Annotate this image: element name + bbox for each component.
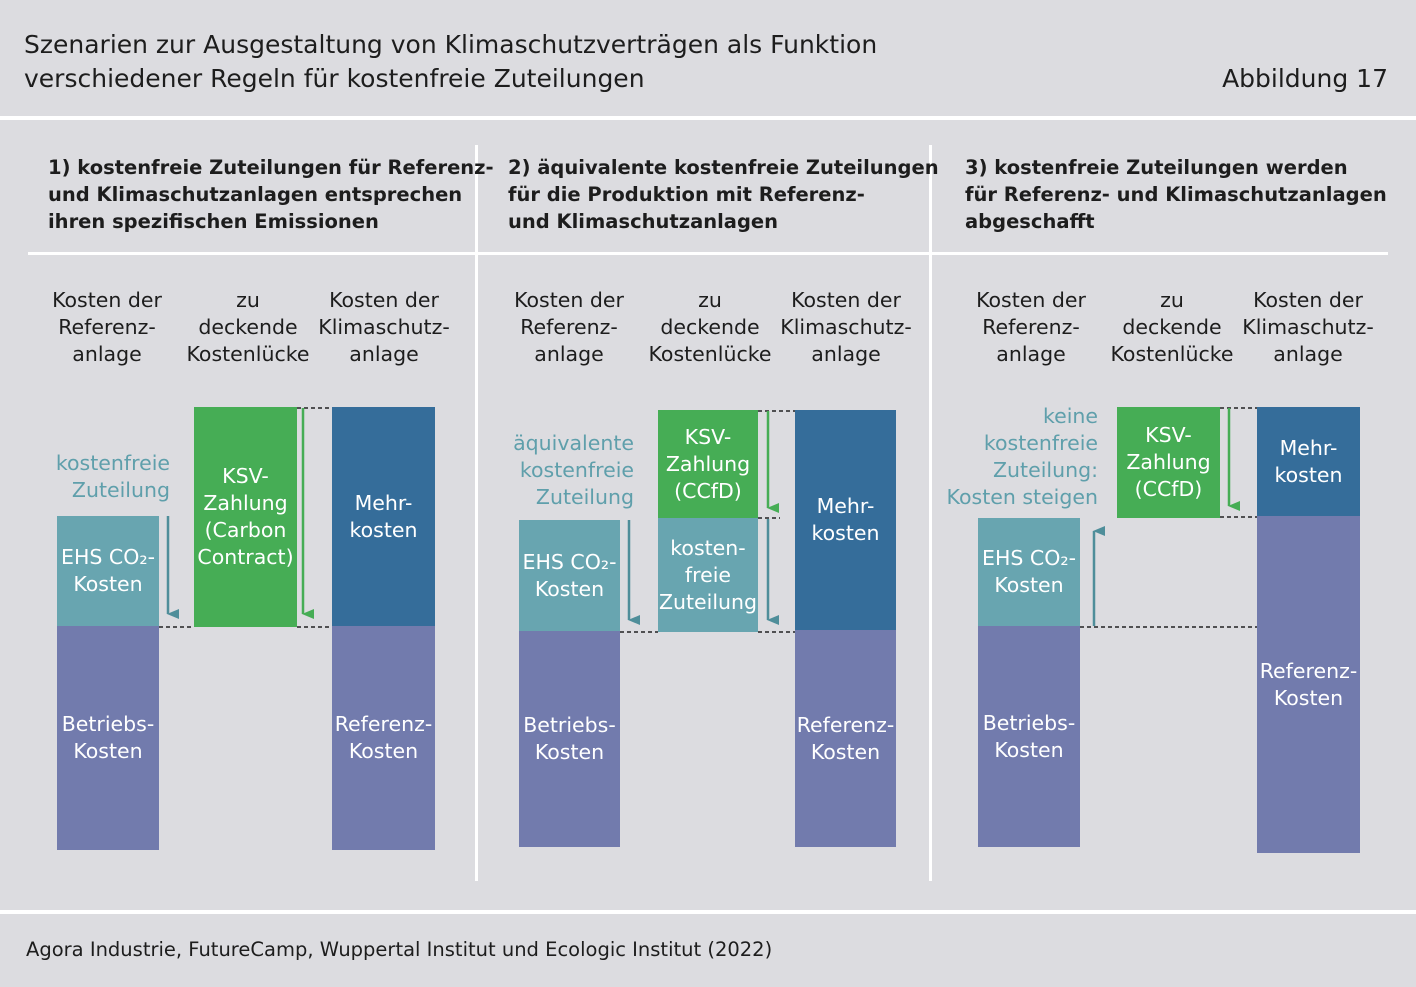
column-header-reference: Kosten der Referenz- anlage xyxy=(52,288,162,366)
reference-costs-bar: Referenz- Kosten xyxy=(795,630,896,847)
panel-1-separator xyxy=(28,252,475,255)
equivalent-free-allocation-label: äquivalente kostenfreie Zuteilung xyxy=(513,431,634,509)
ksv-payment-bar: KSV- Zahlung (Carbon Contract) xyxy=(194,407,297,627)
source-note: Agora Industrie, FutureCamp, Wuppertal I… xyxy=(26,938,773,961)
header: Szenarien zur Ausgestaltung von Klimasch… xyxy=(0,0,1416,116)
column-header-cost-gap: zu deckende Kostenlücke xyxy=(186,288,310,366)
free-allocation-label: kostenfreie Zuteilung xyxy=(55,451,170,502)
reference-costs-bar: Referenz- Kosten xyxy=(1257,516,1360,853)
column-header-cost-gap: zu deckende Kostenlücke xyxy=(1110,288,1234,366)
panel-title: 3) kostenfreie Zuteilungen werden für Re… xyxy=(965,156,1387,233)
extra-costs-bar: Mehr- kosten xyxy=(1257,407,1360,516)
column-header-reference: Kosten der Referenz- anlage xyxy=(514,288,624,366)
ets-co2-costs-bar: EHS CO₂- Kosten xyxy=(57,516,159,626)
column-header-reference: Kosten der Referenz- anlage xyxy=(976,288,1086,366)
ksv-payment-bar: KSV- Zahlung (CCfD) xyxy=(658,410,758,518)
extra-costs-bar: Mehr- kosten xyxy=(332,407,435,626)
panel-title: 2) äquivalente kostenfreie Zuteilungen f… xyxy=(508,156,939,233)
column-header-climate: Kosten der Klimaschutz- anlage xyxy=(318,288,450,366)
header-divider xyxy=(0,116,1416,120)
panel-title: 1) kostenfreie Zuteilungen für Referenz-… xyxy=(48,156,494,233)
footer-divider xyxy=(0,910,1416,914)
panel-divider-1 xyxy=(475,145,478,881)
column-header-cost-gap: zu deckende Kostenlücke xyxy=(648,288,772,366)
column-header-climate: Kosten der Klimaschutz- anlage xyxy=(780,288,912,366)
panel-divider-2 xyxy=(929,145,932,881)
ets-co2-costs-bar: EHS CO₂- Kosten xyxy=(519,520,620,631)
free-allocation-bar: kosten- freie Zuteilung xyxy=(658,518,758,632)
panel-3-separator xyxy=(932,252,1388,255)
figure-title: Szenarien zur Ausgestaltung von Klimasch… xyxy=(24,30,878,93)
ets-co2-costs-bar: EHS CO₂- Kosten xyxy=(978,518,1080,626)
operating-costs-bar: Betriebs- Kosten xyxy=(57,626,159,850)
operating-costs-bar: Betriebs- Kosten xyxy=(978,626,1080,847)
extra-costs-bar: Mehr- kosten xyxy=(795,410,896,630)
panel-2-separator xyxy=(478,252,929,255)
reference-costs-bar: Referenz- Kosten xyxy=(332,626,435,850)
no-free-allocation-label: keine kostenfreie Zuteilung: Kosten stei… xyxy=(946,404,1098,509)
operating-costs-bar: Betriebs- Kosten xyxy=(519,631,620,847)
figure-number: Abbildung 17 xyxy=(1222,64,1388,93)
ksv-payment-bar: KSV- Zahlung (CCfD) xyxy=(1117,407,1220,518)
column-header-climate: Kosten der Klimaschutz- anlage xyxy=(1242,288,1374,366)
